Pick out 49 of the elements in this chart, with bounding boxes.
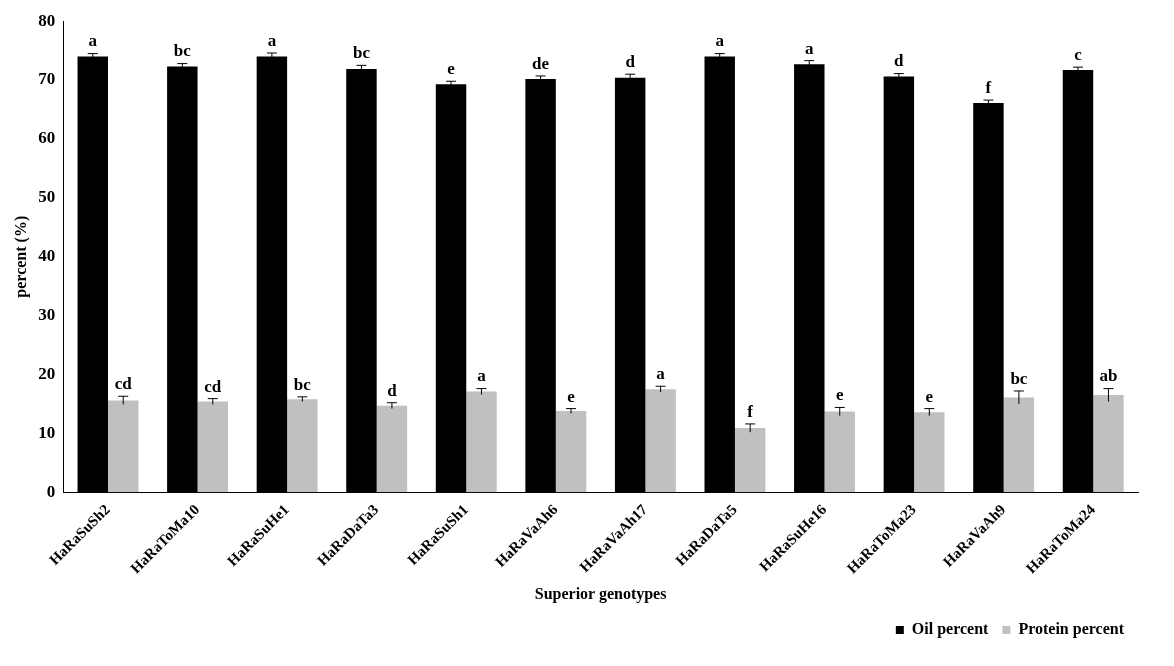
bar <box>197 401 228 493</box>
y-tick-label: 80 <box>38 10 56 30</box>
data-label: a <box>267 30 277 50</box>
bar <box>107 400 139 493</box>
y-tick-label: 40 <box>38 246 56 266</box>
data-label: de <box>532 53 550 73</box>
data-label: bc <box>1010 368 1028 388</box>
y-tick-label: 30 <box>38 304 56 324</box>
data-label: f <box>985 77 992 97</box>
bar <box>734 428 766 493</box>
data-label: a <box>656 364 666 384</box>
data-label: e <box>447 59 456 79</box>
bar <box>824 411 855 493</box>
y-tick-label: 20 <box>38 363 56 383</box>
data-label: d <box>387 380 398 400</box>
data-label: a <box>715 31 725 51</box>
data-label: a <box>805 38 815 58</box>
bar <box>555 410 587 493</box>
data-label: a <box>477 366 487 386</box>
data-label: cd <box>204 376 222 396</box>
data-label: bc <box>293 374 312 394</box>
data-label: bc <box>352 43 371 63</box>
y-tick-label: 60 <box>38 128 56 148</box>
y-tick-label: 0 <box>46 481 56 501</box>
bar <box>645 389 676 493</box>
bar <box>914 412 945 493</box>
legend-label: Protein percent <box>1018 620 1125 639</box>
data-label: e <box>835 385 844 405</box>
data-label: d <box>625 52 636 72</box>
data-label: e <box>925 386 934 406</box>
data-label: a <box>88 31 98 51</box>
bar <box>1093 395 1124 493</box>
data-label: cd <box>114 374 133 394</box>
data-label: d <box>894 51 905 71</box>
data-label: e <box>567 386 576 406</box>
bar <box>1003 397 1035 493</box>
data-label: c <box>1074 45 1083 65</box>
y-tick-label: 70 <box>38 69 56 89</box>
y-tick-label: 10 <box>38 422 56 442</box>
legend-label: Oil percent <box>911 620 990 639</box>
bar <box>376 405 408 493</box>
bar <box>466 391 497 493</box>
y-tick-label: 50 <box>38 187 56 207</box>
data-label: bc <box>173 41 192 61</box>
x-axis-title: Superior genotypes <box>534 584 667 603</box>
data-label: ab <box>1099 366 1118 386</box>
data-label: f <box>747 401 754 421</box>
y-axis-title: percent (%) <box>11 215 30 298</box>
bar <box>287 399 318 493</box>
